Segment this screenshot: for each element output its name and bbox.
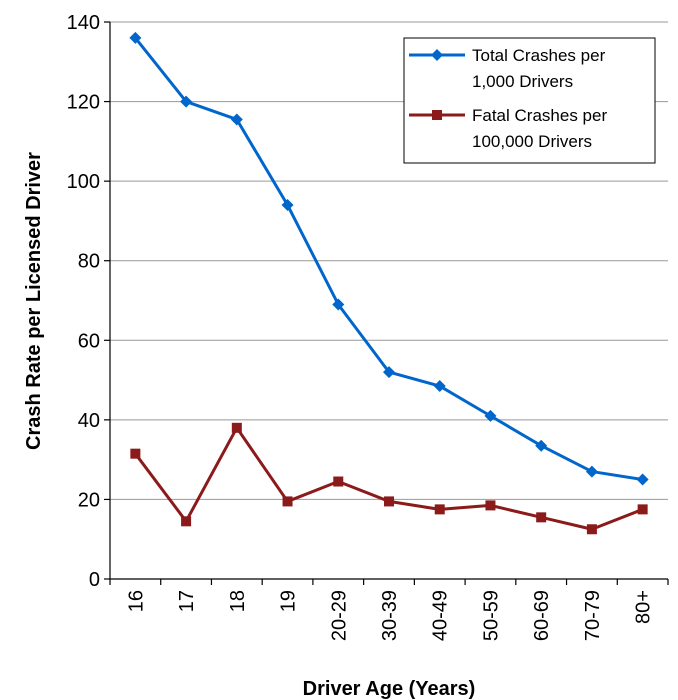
- data-point: [383, 366, 395, 379]
- data-point: [484, 409, 497, 422]
- y-tick-label: 20: [78, 489, 100, 511]
- data-point: [585, 465, 598, 478]
- data-point: [433, 380, 446, 393]
- x-tick-label: 17: [176, 590, 198, 612]
- data-point: [181, 516, 192, 527]
- legend-label: Fatal Crashes per: [472, 106, 607, 125]
- x-tick-label: 80+: [633, 590, 655, 624]
- data-point: [636, 473, 649, 486]
- y-tick-label: 140: [67, 12, 100, 34]
- legend-entry-2: Fatal Crashes per 100,000 Drivers: [409, 106, 607, 151]
- y-tick-label: 120: [67, 92, 100, 114]
- axis-ticks: [104, 21, 669, 585]
- series-layer: [129, 31, 649, 535]
- data-point: [485, 500, 496, 511]
- y-tick-label: 40: [78, 410, 100, 432]
- legend-entry-1: Total Crashes per 1,000 Drivers: [409, 46, 606, 91]
- data-point: [586, 524, 597, 535]
- data-point: [282, 496, 293, 507]
- series-1: [129, 31, 649, 486]
- data-point: [536, 512, 547, 523]
- data-point: [129, 31, 142, 44]
- x-tick-label: 70-79: [582, 590, 604, 641]
- data-point: [231, 422, 242, 433]
- x-tick-label: 16: [125, 590, 147, 612]
- x-tick-label: 18: [227, 590, 249, 612]
- data-point: [230, 113, 243, 126]
- legend: Total Crashes per 1,000 Drivers Fatal Cras…: [403, 37, 656, 164]
- x-tick-label: 40-49: [430, 590, 452, 641]
- data-point: [281, 199, 294, 212]
- legend-marker: [431, 49, 443, 61]
- legend-marker: [432, 110, 442, 120]
- legend-label: 1,000 Drivers: [472, 72, 573, 91]
- data-point: [333, 476, 344, 487]
- y-axis-title: Crash Rate per Licensed Driver: [23, 152, 45, 450]
- x-tick-labels: 16 17 18 19 20-29 30-39 40-49 50-59 60-69 70-79 80…: [125, 590, 654, 641]
- data-point: [535, 439, 548, 452]
- y-tick-label: 80: [78, 251, 100, 273]
- x-tick-label: 30-39: [379, 590, 401, 641]
- data-point: [434, 504, 445, 515]
- series-2: [130, 422, 648, 535]
- x-axis-title: Driver Age (Years): [303, 678, 476, 700]
- data-point: [180, 95, 193, 108]
- data-point: [637, 504, 648, 515]
- gridlines: [110, 21, 668, 500]
- legend-label: Total Crashes per: [472, 46, 606, 65]
- legend-label: 100,000 Drivers: [472, 132, 592, 151]
- data-point: [332, 298, 345, 311]
- y-tick-label: 0: [89, 569, 100, 591]
- y-tick-label: 60: [78, 330, 100, 352]
- x-tick-label: 60-69: [531, 590, 553, 641]
- series-line: [134, 426, 644, 531]
- data-point: [384, 496, 394, 507]
- data-point: [130, 448, 141, 459]
- y-tick-label: 100: [67, 171, 100, 193]
- x-tick-label: 20-29: [328, 590, 350, 641]
- legend-entries: Total Crashes per 1,000 Drivers Fatal Cras…: [409, 46, 607, 151]
- legend-box: [403, 37, 656, 164]
- x-tick-label: 50-59: [480, 590, 502, 641]
- x-tick-label: 19: [278, 590, 300, 612]
- y-tick-labels: 0 20 40 60 80 100 120 140: [67, 12, 100, 591]
